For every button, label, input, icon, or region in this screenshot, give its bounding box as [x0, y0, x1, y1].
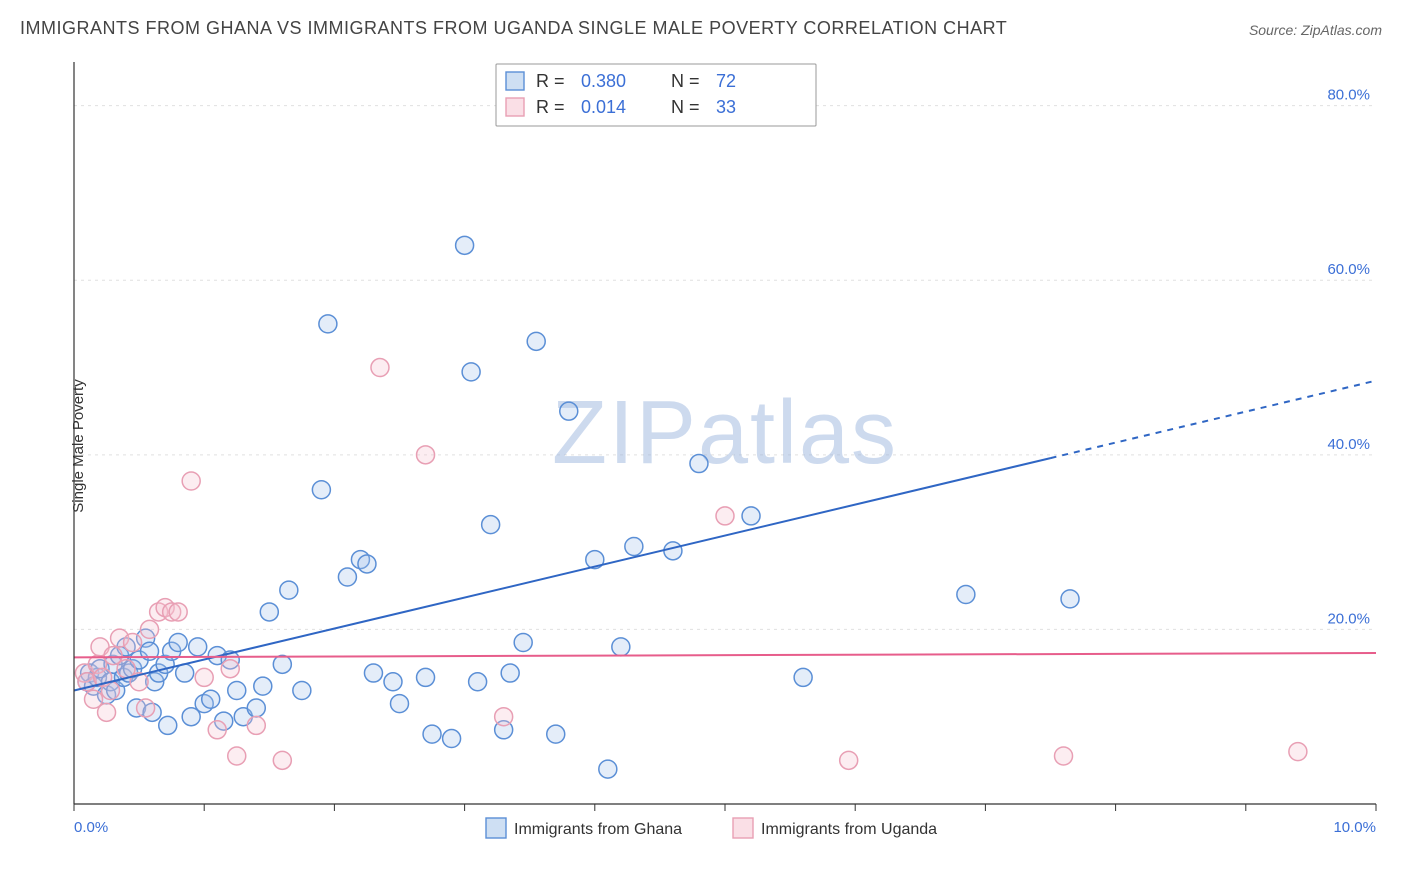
- svg-text:R =: R =: [536, 71, 565, 91]
- svg-text:80.0%: 80.0%: [1327, 87, 1370, 104]
- scatter-point: [208, 721, 226, 739]
- scatter-point: [1289, 743, 1307, 761]
- scatter-point: [182, 472, 200, 490]
- scatter-point: [319, 315, 337, 333]
- scatter-point: [364, 664, 382, 682]
- scatter-point: [417, 446, 435, 464]
- svg-text:20.0%: 20.0%: [1327, 610, 1370, 627]
- scatter-point: [221, 660, 239, 678]
- scatter-point: [169, 603, 187, 621]
- scatter-point: [527, 332, 545, 350]
- svg-text:ZIPatlas: ZIPatlas: [552, 383, 898, 483]
- scatter-point: [202, 690, 220, 708]
- scatter-point: [664, 542, 682, 560]
- svg-text:0.380: 0.380: [581, 71, 626, 91]
- scatter-point: [280, 581, 298, 599]
- scatter-point: [273, 751, 291, 769]
- trend-line: [74, 653, 1376, 657]
- legend-label: Immigrants from Ghana: [514, 821, 682, 838]
- scatter-point: [195, 668, 213, 686]
- scatter-point: [137, 699, 155, 717]
- scatter-point: [840, 751, 858, 769]
- scatter-point: [371, 359, 389, 377]
- scatter-point: [228, 747, 246, 765]
- scatter-point: [169, 634, 187, 652]
- scatter-point: [456, 236, 474, 254]
- scatter-point: [501, 664, 519, 682]
- scatter-point: [1061, 590, 1079, 608]
- stats-legend: R = 0.380 N = 72 R = 0.014 N = 33: [496, 64, 816, 126]
- scatter-point: [462, 363, 480, 381]
- scatter-point: [273, 655, 291, 673]
- scatter-point: [957, 585, 975, 603]
- svg-text:N =: N =: [671, 97, 700, 117]
- scatter-point: [1055, 747, 1073, 765]
- scatter-point: [560, 402, 578, 420]
- scatter-point: [176, 664, 194, 682]
- scatter-point: [141, 620, 159, 638]
- svg-text:60.0%: 60.0%: [1327, 261, 1370, 278]
- svg-text:72: 72: [716, 71, 736, 91]
- scatter-point: [625, 537, 643, 555]
- svg-text:40.0%: 40.0%: [1327, 436, 1370, 453]
- scatter-point: [247, 716, 265, 734]
- legend-swatch: [486, 818, 506, 838]
- scatter-point: [254, 677, 272, 695]
- svg-text:0.014: 0.014: [581, 97, 626, 117]
- chart-area: 20.0% 40.0% 60.0% 80.0% ZIPatlas 0.0% 10.0% R =…: [56, 52, 1386, 842]
- source-label: Source:: [1249, 22, 1301, 38]
- scatter-point: [312, 481, 330, 499]
- scatter-point: [599, 760, 617, 778]
- scatter-point: [189, 638, 207, 656]
- scatter-point: [690, 455, 708, 473]
- scatter-point: [260, 603, 278, 621]
- series-legend: Immigrants from Ghana Immigrants from Uga…: [486, 818, 937, 838]
- svg-text:10.0%: 10.0%: [1333, 819, 1376, 836]
- scatter-point: [716, 507, 734, 525]
- scatter-point: [293, 682, 311, 700]
- scatter-point: [794, 668, 812, 686]
- scatter-point: [228, 682, 246, 700]
- scatter-point: [482, 516, 500, 534]
- chart-title: IMMIGRANTS FROM GHANA VS IMMIGRANTS FROM…: [20, 18, 1007, 39]
- scatter-point: [247, 699, 265, 717]
- scatter-point: [98, 703, 116, 721]
- scatter-point: [124, 634, 142, 652]
- source-credit: Source: ZipAtlas.com: [1249, 22, 1382, 38]
- scatter-point: [384, 673, 402, 691]
- scatter-point: [547, 725, 565, 743]
- source-value: ZipAtlas.com: [1301, 22, 1382, 38]
- scatter-point: [612, 638, 630, 656]
- scatter-point: [391, 695, 409, 713]
- svg-text:N =: N =: [671, 71, 700, 91]
- scatter-point: [469, 673, 487, 691]
- scatter-point: [159, 716, 177, 734]
- scatter-point: [417, 668, 435, 686]
- scatter-point: [338, 568, 356, 586]
- scatter-point: [495, 708, 513, 726]
- svg-text:33: 33: [716, 97, 736, 117]
- scatter-point: [443, 730, 461, 748]
- legend-swatch: [733, 818, 753, 838]
- svg-text:0.0%: 0.0%: [74, 819, 108, 836]
- scatter-point: [423, 725, 441, 743]
- svg-text:R =: R =: [536, 97, 565, 117]
- legend-label: Immigrants from Uganda: [761, 821, 937, 838]
- scatter-point: [514, 634, 532, 652]
- scatter-point: [742, 507, 760, 525]
- scatter-chart: 20.0% 40.0% 60.0% 80.0% ZIPatlas 0.0% 10.0% R =…: [56, 52, 1386, 842]
- scatter-point: [358, 555, 376, 573]
